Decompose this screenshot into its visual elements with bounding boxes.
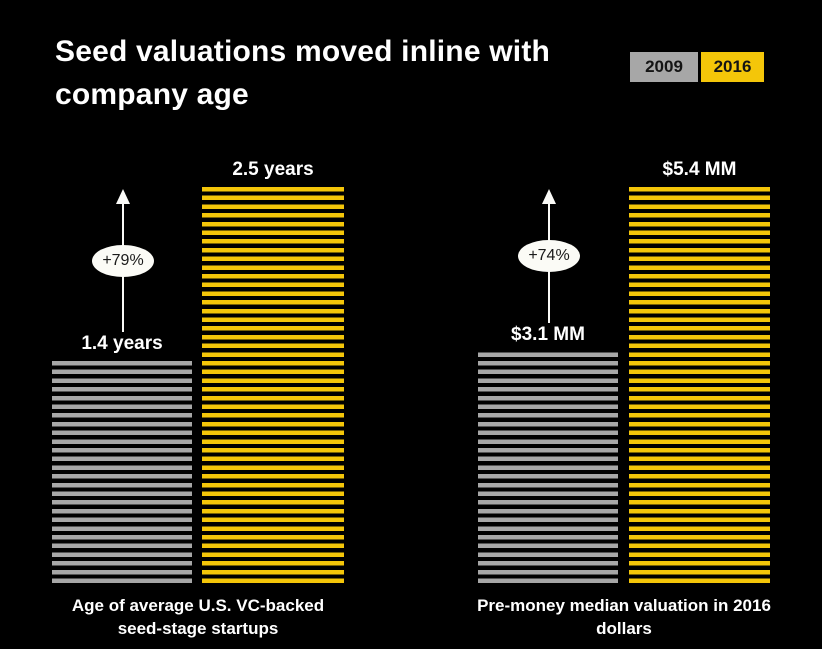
growth-badge-age: +79%: [92, 244, 154, 277]
axis-caption-valuation-line-2: dollars: [596, 619, 652, 638]
bar-valuation-2009: [478, 352, 618, 583]
growth-arrow-valuation: +74%: [518, 189, 580, 324]
growth-badge-valuation: +74%: [518, 240, 580, 273]
axis-caption-valuation: Pre-money median valuation in 2016 dolla…: [464, 594, 784, 640]
chart-title-line-1: Seed valuations moved inline with: [55, 35, 551, 68]
axis-caption-age-line-2: seed-stage startups: [117, 619, 279, 638]
bar-valuation-2016: [629, 187, 770, 583]
value-label-valuation-2016: $5.4 MM: [662, 159, 737, 180]
chart-title-line-2: company age: [55, 78, 249, 111]
legend: 2009 2016: [630, 52, 764, 82]
axis-caption-valuation-line-1: Pre-money median valuation in 2016: [477, 596, 771, 615]
bar-age-2016: [202, 187, 344, 583]
legend-item-2016: 2016: [701, 52, 764, 82]
axis-caption-age: Age of average U.S. VC-backed seed-stage…: [38, 594, 358, 640]
growth-arrow-age: +79%: [92, 189, 154, 332]
value-label-age-2016: 2.5 years: [232, 159, 314, 180]
value-label-valuation-2009: $3.1 MM: [511, 324, 585, 346]
arrow-up-icon: [116, 189, 130, 204]
value-label-age-2009: 1.4 years: [81, 333, 163, 354]
bar-unit-age-2009: 1.4 years: [52, 333, 192, 583]
arrow-up-icon: [542, 189, 556, 204]
bar-unit-valuation-2016: $5.4 MM: [629, 159, 770, 583]
chart-title: Seed valuations moved inline with compan…: [55, 30, 550, 116]
bar-age-2009: [52, 361, 192, 583]
bar-unit-age-2016: 2.5 years: [202, 159, 344, 583]
bar-unit-valuation-2009: $3.1 MM: [478, 324, 618, 583]
legend-item-2009: 2009: [630, 52, 698, 82]
axis-caption-age-line-1: Age of average U.S. VC-backed: [71, 596, 325, 615]
